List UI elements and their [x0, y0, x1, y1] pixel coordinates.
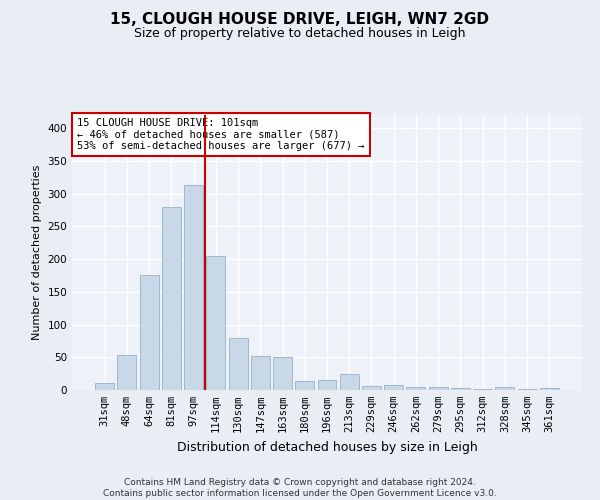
Bar	[118, 356, 136, 390]
Bar	[206, 256, 225, 390]
Y-axis label: Number of detached properties: Number of detached properties	[32, 165, 42, 340]
Text: 15, CLOUGH HOUSE DRIVE, LEIGH, WN7 2GD: 15, CLOUGH HOUSE DRIVE, LEIGH, WN7 2GD	[110, 12, 490, 28]
X-axis label: Distribution of detached houses by size in Leigh: Distribution of detached houses by size …	[176, 440, 478, 454]
Bar	[340, 374, 359, 390]
Bar	[251, 356, 270, 390]
Bar	[540, 388, 559, 390]
Bar	[140, 276, 158, 390]
Bar	[229, 338, 248, 390]
Bar	[384, 385, 403, 390]
Bar	[162, 206, 181, 390]
Bar	[295, 382, 314, 390]
Bar	[451, 388, 470, 390]
Text: Size of property relative to detached houses in Leigh: Size of property relative to detached ho…	[134, 28, 466, 40]
Bar	[184, 185, 203, 390]
Text: Contains HM Land Registry data © Crown copyright and database right 2024.
Contai: Contains HM Land Registry data © Crown c…	[103, 478, 497, 498]
Text: 15 CLOUGH HOUSE DRIVE: 101sqm
← 46% of detached houses are smaller (587)
53% of : 15 CLOUGH HOUSE DRIVE: 101sqm ← 46% of d…	[77, 118, 365, 151]
Bar	[317, 380, 337, 390]
Bar	[406, 388, 425, 390]
Bar	[273, 356, 292, 390]
Bar	[362, 386, 381, 390]
Bar	[496, 386, 514, 390]
Bar	[95, 384, 114, 390]
Bar	[429, 386, 448, 390]
